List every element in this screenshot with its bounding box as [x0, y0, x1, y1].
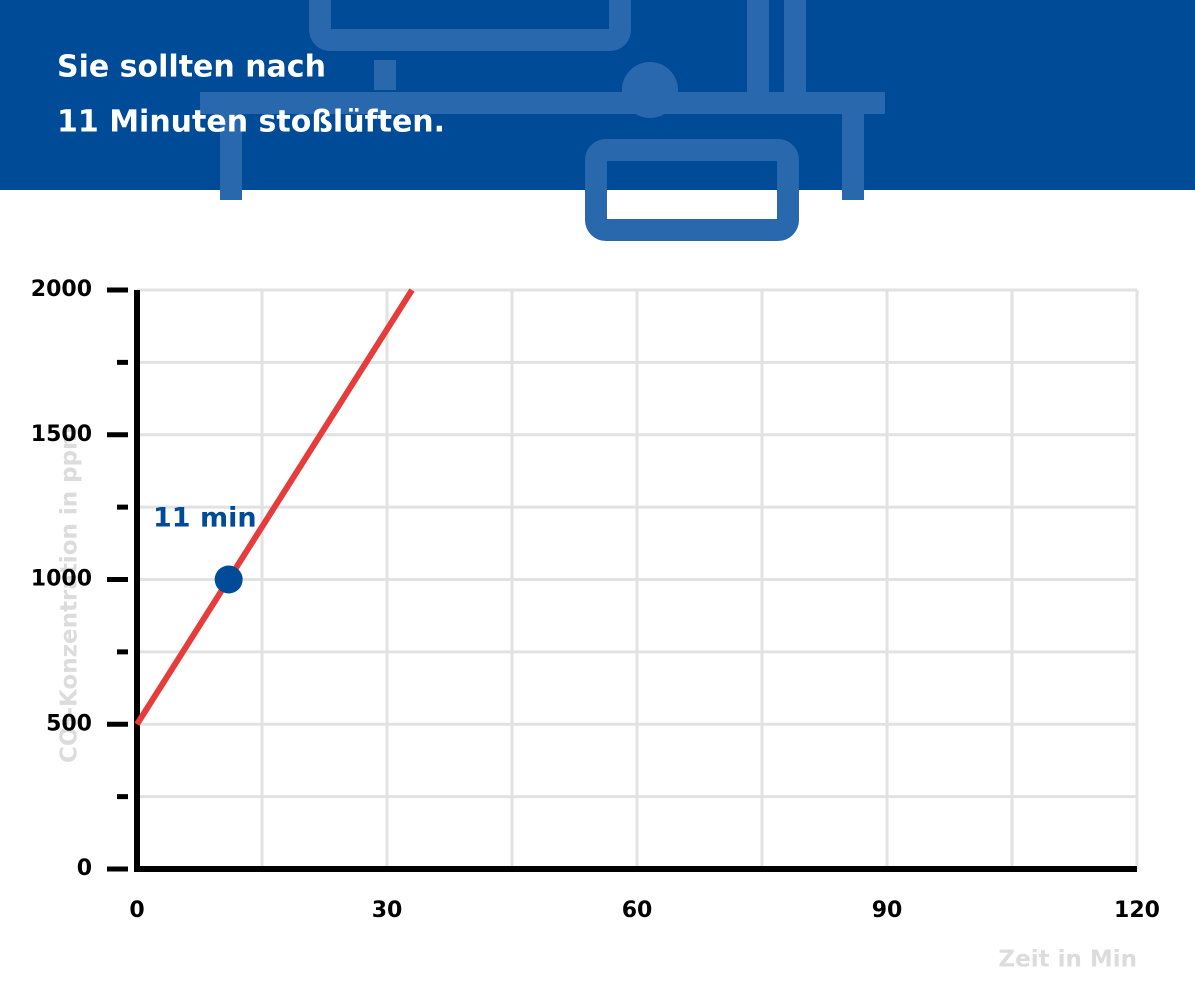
- x-tick-label: 60: [622, 898, 653, 923]
- header-decoration: [200, 0, 885, 241]
- y-axis-label: CO₂-Konzentration in ppm: [57, 426, 83, 763]
- x-tick-label: 30: [372, 898, 403, 923]
- line-series: [134, 288, 415, 726]
- header-decoration: [622, 62, 678, 118]
- y-tick-label: 500: [46, 711, 92, 736]
- x-tick-label: 120: [1114, 898, 1160, 923]
- x-tick-label: 0: [129, 898, 144, 923]
- y-tick-label: 1000: [31, 567, 92, 592]
- y-tick-label: 1500: [31, 422, 92, 447]
- y-tick-label: 2000: [31, 277, 92, 302]
- header-line: Sie sollten nach: [57, 50, 326, 85]
- x-axis-label: Zeit in Min: [998, 947, 1137, 973]
- marker-point: [214, 565, 243, 594]
- annotation-label: 11 min: [153, 503, 257, 534]
- x-tick-label: 90: [872, 898, 903, 923]
- header-line: 11 Minuten stoßlüften.: [57, 105, 445, 140]
- y-tick-label: 0: [77, 856, 92, 881]
